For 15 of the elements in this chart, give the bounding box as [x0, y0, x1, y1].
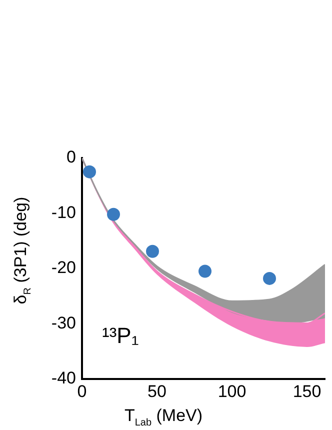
y-tick-label: -30	[51, 313, 76, 332]
point	[198, 264, 212, 278]
y-tick-label: -40	[51, 368, 76, 388]
x-tick-label: 150	[292, 382, 322, 401]
y-axis-title: δR (3P1) (deg)	[11, 196, 34, 304]
y-tick-label: -10	[51, 202, 76, 222]
y-tick-label: -20	[51, 258, 76, 278]
point	[146, 244, 159, 258]
x-tick-label: 100	[218, 382, 246, 401]
y-tick-label: 0	[66, 148, 76, 167]
point	[107, 208, 120, 221]
annotation: ¹³P₁	[102, 323, 139, 348]
point	[263, 272, 276, 285]
x-tick-label: 50	[148, 382, 166, 401]
point	[83, 165, 96, 178]
